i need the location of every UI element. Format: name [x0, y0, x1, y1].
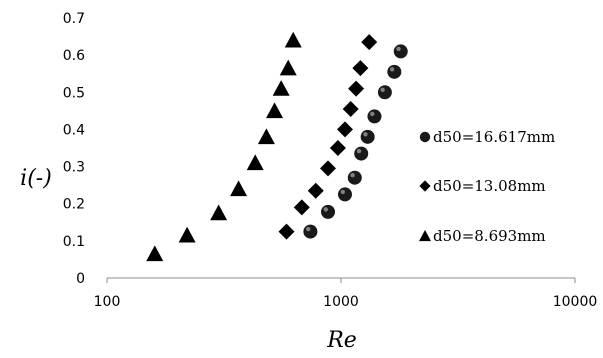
data-point-triangle: [272, 80, 290, 96]
legend: d50=16.617mm d50=13.08mm d50=8.693mm: [419, 128, 555, 245]
data-point-diamond: [336, 121, 353, 138]
y-tick-label: 0.2: [63, 197, 85, 213]
x-tick-label: 10000: [553, 294, 598, 310]
data-point-circle: [387, 64, 402, 79]
data-point-circle: [354, 146, 369, 161]
y-tick-label: 0.6: [63, 48, 85, 64]
data-point-triangle: [257, 128, 275, 145]
legend-item: d50=13.08mm: [419, 177, 546, 195]
y-axis-title: i(-): [20, 166, 52, 191]
data-point-triangle: [178, 226, 196, 243]
plot-area: [146, 31, 408, 262]
data-point-circle: [360, 129, 375, 144]
data-point-circle: [337, 187, 352, 202]
series-triangle: [146, 31, 302, 262]
data-point-diamond: [348, 80, 365, 97]
data-point-triangle: [284, 31, 302, 48]
y-tick-label: 0.1: [63, 234, 85, 250]
y-axis-ticks: 0 0.1 0.2 0.3 0.4 0.5 0.6 0.7: [63, 11, 85, 287]
legend-marker-triangle: [419, 230, 431, 242]
data-point-triangle: [230, 180, 248, 197]
data-point-diamond: [307, 182, 324, 199]
legend-label: d50=8.693mm: [433, 227, 546, 245]
y-tick-label: 0.5: [63, 85, 85, 101]
data-point-diamond: [352, 60, 369, 77]
x-axis-title: Re: [326, 328, 357, 353]
legend-marker-diamond: [419, 180, 431, 192]
data-point-diamond: [342, 101, 359, 117]
data-point-triangle: [210, 204, 228, 221]
series-diamond: [278, 34, 378, 240]
data-point-circle: [377, 85, 392, 100]
data-point-diamond: [329, 140, 346, 156]
legend-item: d50=16.617mm: [419, 128, 555, 146]
data-point-triangle: [266, 102, 284, 119]
legend-marker-circle: [419, 131, 431, 143]
series-circle: [303, 44, 408, 239]
x-axis-ticks: 100 1000 10000: [94, 278, 598, 310]
data-point-diamond: [361, 34, 378, 51]
y-tick-label: 0: [76, 271, 85, 287]
data-point-circle: [303, 224, 318, 239]
data-point-circle: [393, 44, 408, 59]
legend-label: d50=16.617mm: [433, 128, 555, 146]
data-point-circle: [321, 204, 336, 219]
data-point-diamond: [278, 223, 295, 240]
data-point-triangle: [146, 245, 164, 262]
legend-label: d50=13.08mm: [433, 177, 546, 195]
legend-item: d50=8.693mm: [419, 227, 546, 245]
data-point-circle: [347, 170, 362, 185]
data-point-diamond: [293, 199, 310, 216]
y-tick-label: 0.4: [63, 122, 85, 138]
y-tick-label: 0.7: [63, 11, 85, 27]
data-point-diamond: [320, 160, 337, 177]
data-point-triangle: [279, 59, 297, 76]
data-point-triangle: [246, 154, 264, 171]
x-tick-label: 1000: [323, 294, 359, 310]
data-point-circle: [367, 109, 382, 124]
y-tick-label: 0.3: [63, 160, 85, 176]
x-tick-label: 100: [94, 294, 121, 310]
